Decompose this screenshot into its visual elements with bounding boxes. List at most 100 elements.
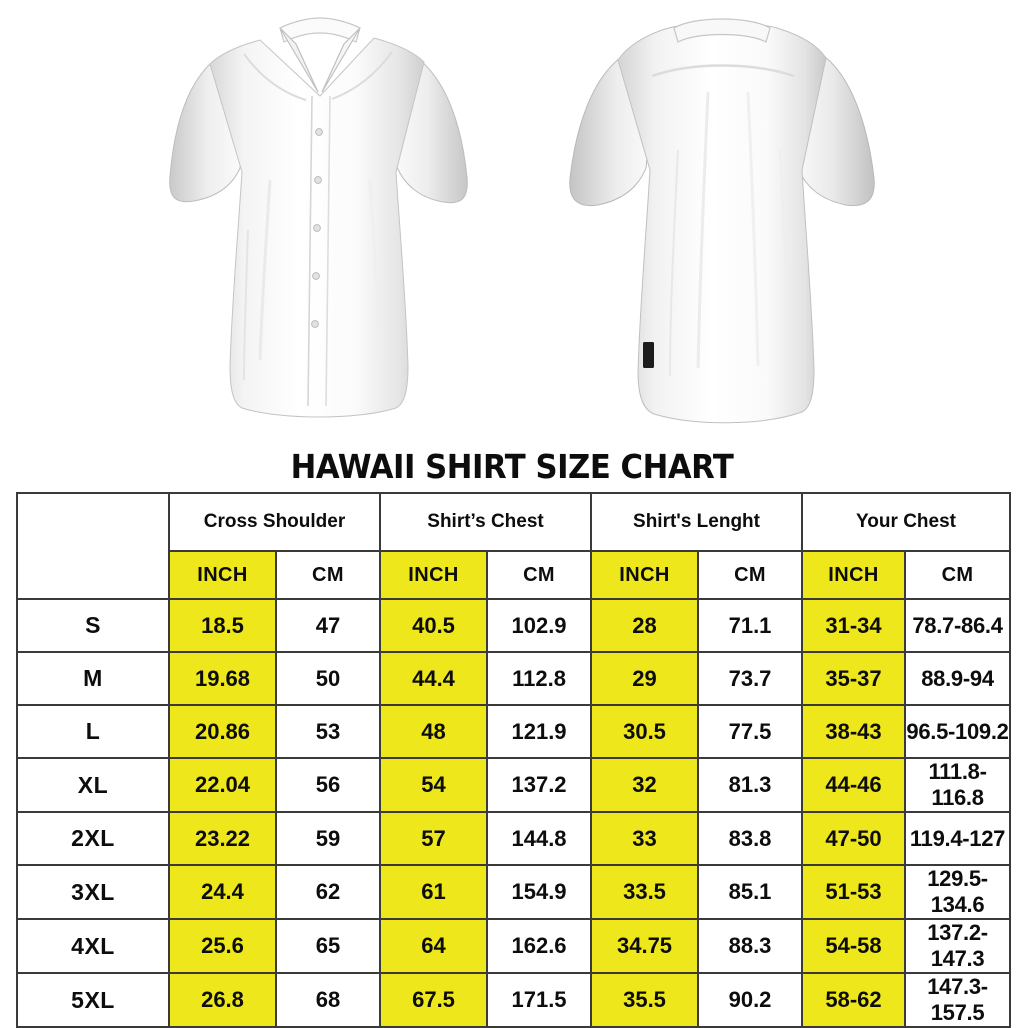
value-your-chest-inch: 47-50 (801, 811, 907, 866)
value-shirts-chest-inch: 61 (379, 864, 489, 920)
table-row: 2XL 23.22 59 57 144.8 33 83.8 47-50 119.… (16, 811, 1012, 866)
shirt-back-image (512, 0, 932, 446)
value-your-chest-inch: 35-37 (801, 651, 907, 706)
value-shirts-lenght-inch: 29 (590, 651, 700, 706)
group-header-cross-shoulder: Cross Shoulder (167, 492, 382, 552)
group-header-shirts-chest: Shirt’s Chest (379, 492, 593, 552)
unit-header-shirts-chest-inch: INCH (379, 550, 489, 600)
size-label: 4XL (16, 918, 170, 974)
value-your-chest-cm: 78.7-86.4 (904, 598, 1012, 653)
value-shirts-chest-cm: 162.6 (486, 918, 593, 974)
table-row: M 19.68 50 44.4 112.8 29 73.7 35-37 88.9… (16, 651, 1012, 706)
value-shirts-chest-cm: 137.2 (486, 757, 593, 813)
size-label: S (16, 598, 170, 653)
value-your-chest-inch: 31-34 (801, 598, 907, 653)
table-row: XL 22.04 56 54 137.2 32 81.3 44-46 111.8… (16, 757, 1012, 813)
value-shirts-chest-inch: 54 (379, 757, 489, 813)
unit-header-your-chest-cm: CM (904, 550, 1012, 600)
value-shirts-lenght-cm: 83.8 (697, 811, 804, 866)
unit-header-cross-shoulder-inch: INCH (168, 550, 277, 600)
value-shirts-chest-inch: 64 (379, 918, 489, 974)
size-label: 5XL (16, 972, 170, 1028)
value-shirts-lenght-cm: 85.1 (697, 864, 804, 920)
shirt-hem-tag (643, 342, 654, 368)
value-cross-shoulder-cm: 65 (274, 918, 382, 974)
product-image-area (0, 0, 1024, 446)
value-shirts-lenght-inch: 28 (590, 598, 700, 653)
value-shirts-lenght-cm: 90.2 (697, 972, 804, 1028)
value-shirts-lenght-inch: 34.75 (590, 918, 700, 974)
value-shirts-chest-cm: 154.9 (486, 864, 593, 920)
value-shirts-lenght-inch: 32 (590, 757, 700, 813)
table-row: L 20.86 53 48 121.9 30.5 77.5 38-43 96.5… (16, 704, 1012, 759)
table-row: 5XL 26.8 68 67.5 171.5 35.5 90.2 58-62 1… (16, 972, 1012, 1028)
value-your-chest-inch: 54-58 (801, 918, 907, 974)
value-cross-shoulder-inch: 22.04 (168, 757, 277, 813)
unit-header-shirts-chest-cm: CM (486, 550, 593, 600)
value-shirts-chest-inch: 67.5 (379, 972, 489, 1028)
value-your-chest-inch: 51-53 (801, 864, 907, 920)
value-shirts-chest-inch: 44.4 (379, 651, 489, 706)
value-your-chest-cm: 129.5-134.6 (904, 864, 1012, 920)
value-shirts-lenght-cm: 73.7 (697, 651, 804, 706)
value-cross-shoulder-inch: 23.22 (168, 811, 277, 866)
size-label: 3XL (16, 864, 170, 920)
value-your-chest-cm: 88.9-94 (904, 651, 1012, 706)
unit-header-shirts-lenght-cm: CM (697, 550, 804, 600)
value-shirts-lenght-inch: 33 (590, 811, 700, 866)
value-shirts-lenght-cm: 88.3 (697, 918, 804, 974)
table-row: 4XL 25.6 65 64 162.6 34.75 88.3 54-58 13… (16, 918, 1012, 974)
value-cross-shoulder-inch: 19.68 (168, 651, 277, 706)
value-cross-shoulder-inch: 20.86 (168, 704, 277, 759)
value-your-chest-cm: 111.8-116.8 (904, 757, 1012, 813)
shirt-front-image (120, 0, 520, 446)
value-shirts-lenght-inch: 35.5 (590, 972, 700, 1028)
size-label: M (16, 651, 170, 706)
value-shirts-chest-cm: 121.9 (486, 704, 593, 759)
value-shirts-lenght-cm: 81.3 (697, 757, 804, 813)
value-your-chest-cm: 119.4-127 (904, 811, 1012, 866)
value-shirts-chest-cm: 112.8 (486, 651, 593, 706)
value-your-chest-cm: 96.5-109.2 (904, 704, 1012, 759)
group-header-shirts-lenght: Shirt's Lenght (590, 492, 804, 552)
value-cross-shoulder-inch: 25.6 (168, 918, 277, 974)
value-shirts-chest-inch: 48 (379, 704, 489, 759)
value-cross-shoulder-inch: 24.4 (168, 864, 277, 920)
unit-header-your-chest-inch: INCH (801, 550, 907, 600)
group-header-your-chest: Your Chest (801, 492, 1012, 552)
value-cross-shoulder-cm: 53 (274, 704, 382, 759)
size-label: L (16, 704, 170, 759)
value-cross-shoulder-cm: 68 (274, 972, 382, 1028)
size-chart-table: Cross Shoulder Shirt’s Chest Shirt's Len… (16, 492, 1012, 1028)
value-shirts-chest-cm: 144.8 (486, 811, 593, 866)
table-row: 3XL 24.4 62 61 154.9 33.5 85.1 51-53 129… (16, 864, 1012, 920)
value-cross-shoulder-cm: 62 (274, 864, 382, 920)
table-unit-header-row: INCH CM INCH CM INCH CM INCH CM (17, 550, 1012, 600)
unit-header-cross-shoulder-cm: CM (274, 550, 382, 600)
value-shirts-lenght-cm: 77.5 (697, 704, 804, 759)
value-your-chest-inch: 58-62 (801, 972, 907, 1028)
value-cross-shoulder-cm: 47 (274, 598, 382, 653)
value-cross-shoulder-inch: 26.8 (168, 972, 277, 1028)
size-label: XL (16, 757, 170, 813)
value-your-chest-cm: 147.3-157.5 (904, 972, 1012, 1028)
value-shirts-lenght-cm: 71.1 (697, 598, 804, 653)
table-group-header-row: Cross Shoulder Shirt’s Chest Shirt's Len… (16, 492, 1012, 600)
value-shirts-chest-inch: 57 (379, 811, 489, 866)
value-your-chest-inch: 38-43 (801, 704, 907, 759)
value-shirts-chest-inch: 40.5 (379, 598, 489, 653)
value-cross-shoulder-inch: 18.5 (168, 598, 277, 653)
value-shirts-lenght-inch: 30.5 (590, 704, 700, 759)
value-cross-shoulder-cm: 59 (274, 811, 382, 866)
value-your-chest-cm: 137.2-147.3 (904, 918, 1012, 974)
value-shirts-chest-cm: 171.5 (486, 972, 593, 1028)
table-row: S 18.5 47 40.5 102.9 28 71.1 31-34 78.7-… (16, 598, 1012, 653)
value-cross-shoulder-cm: 50 (274, 651, 382, 706)
value-cross-shoulder-cm: 56 (274, 757, 382, 813)
table-corner-cell (16, 492, 170, 600)
unit-header-shirts-lenght-inch: INCH (590, 550, 700, 600)
value-shirts-lenght-inch: 33.5 (590, 864, 700, 920)
value-your-chest-inch: 44-46 (801, 757, 907, 813)
size-label: 2XL (16, 811, 170, 866)
value-shirts-chest-cm: 102.9 (486, 598, 593, 653)
